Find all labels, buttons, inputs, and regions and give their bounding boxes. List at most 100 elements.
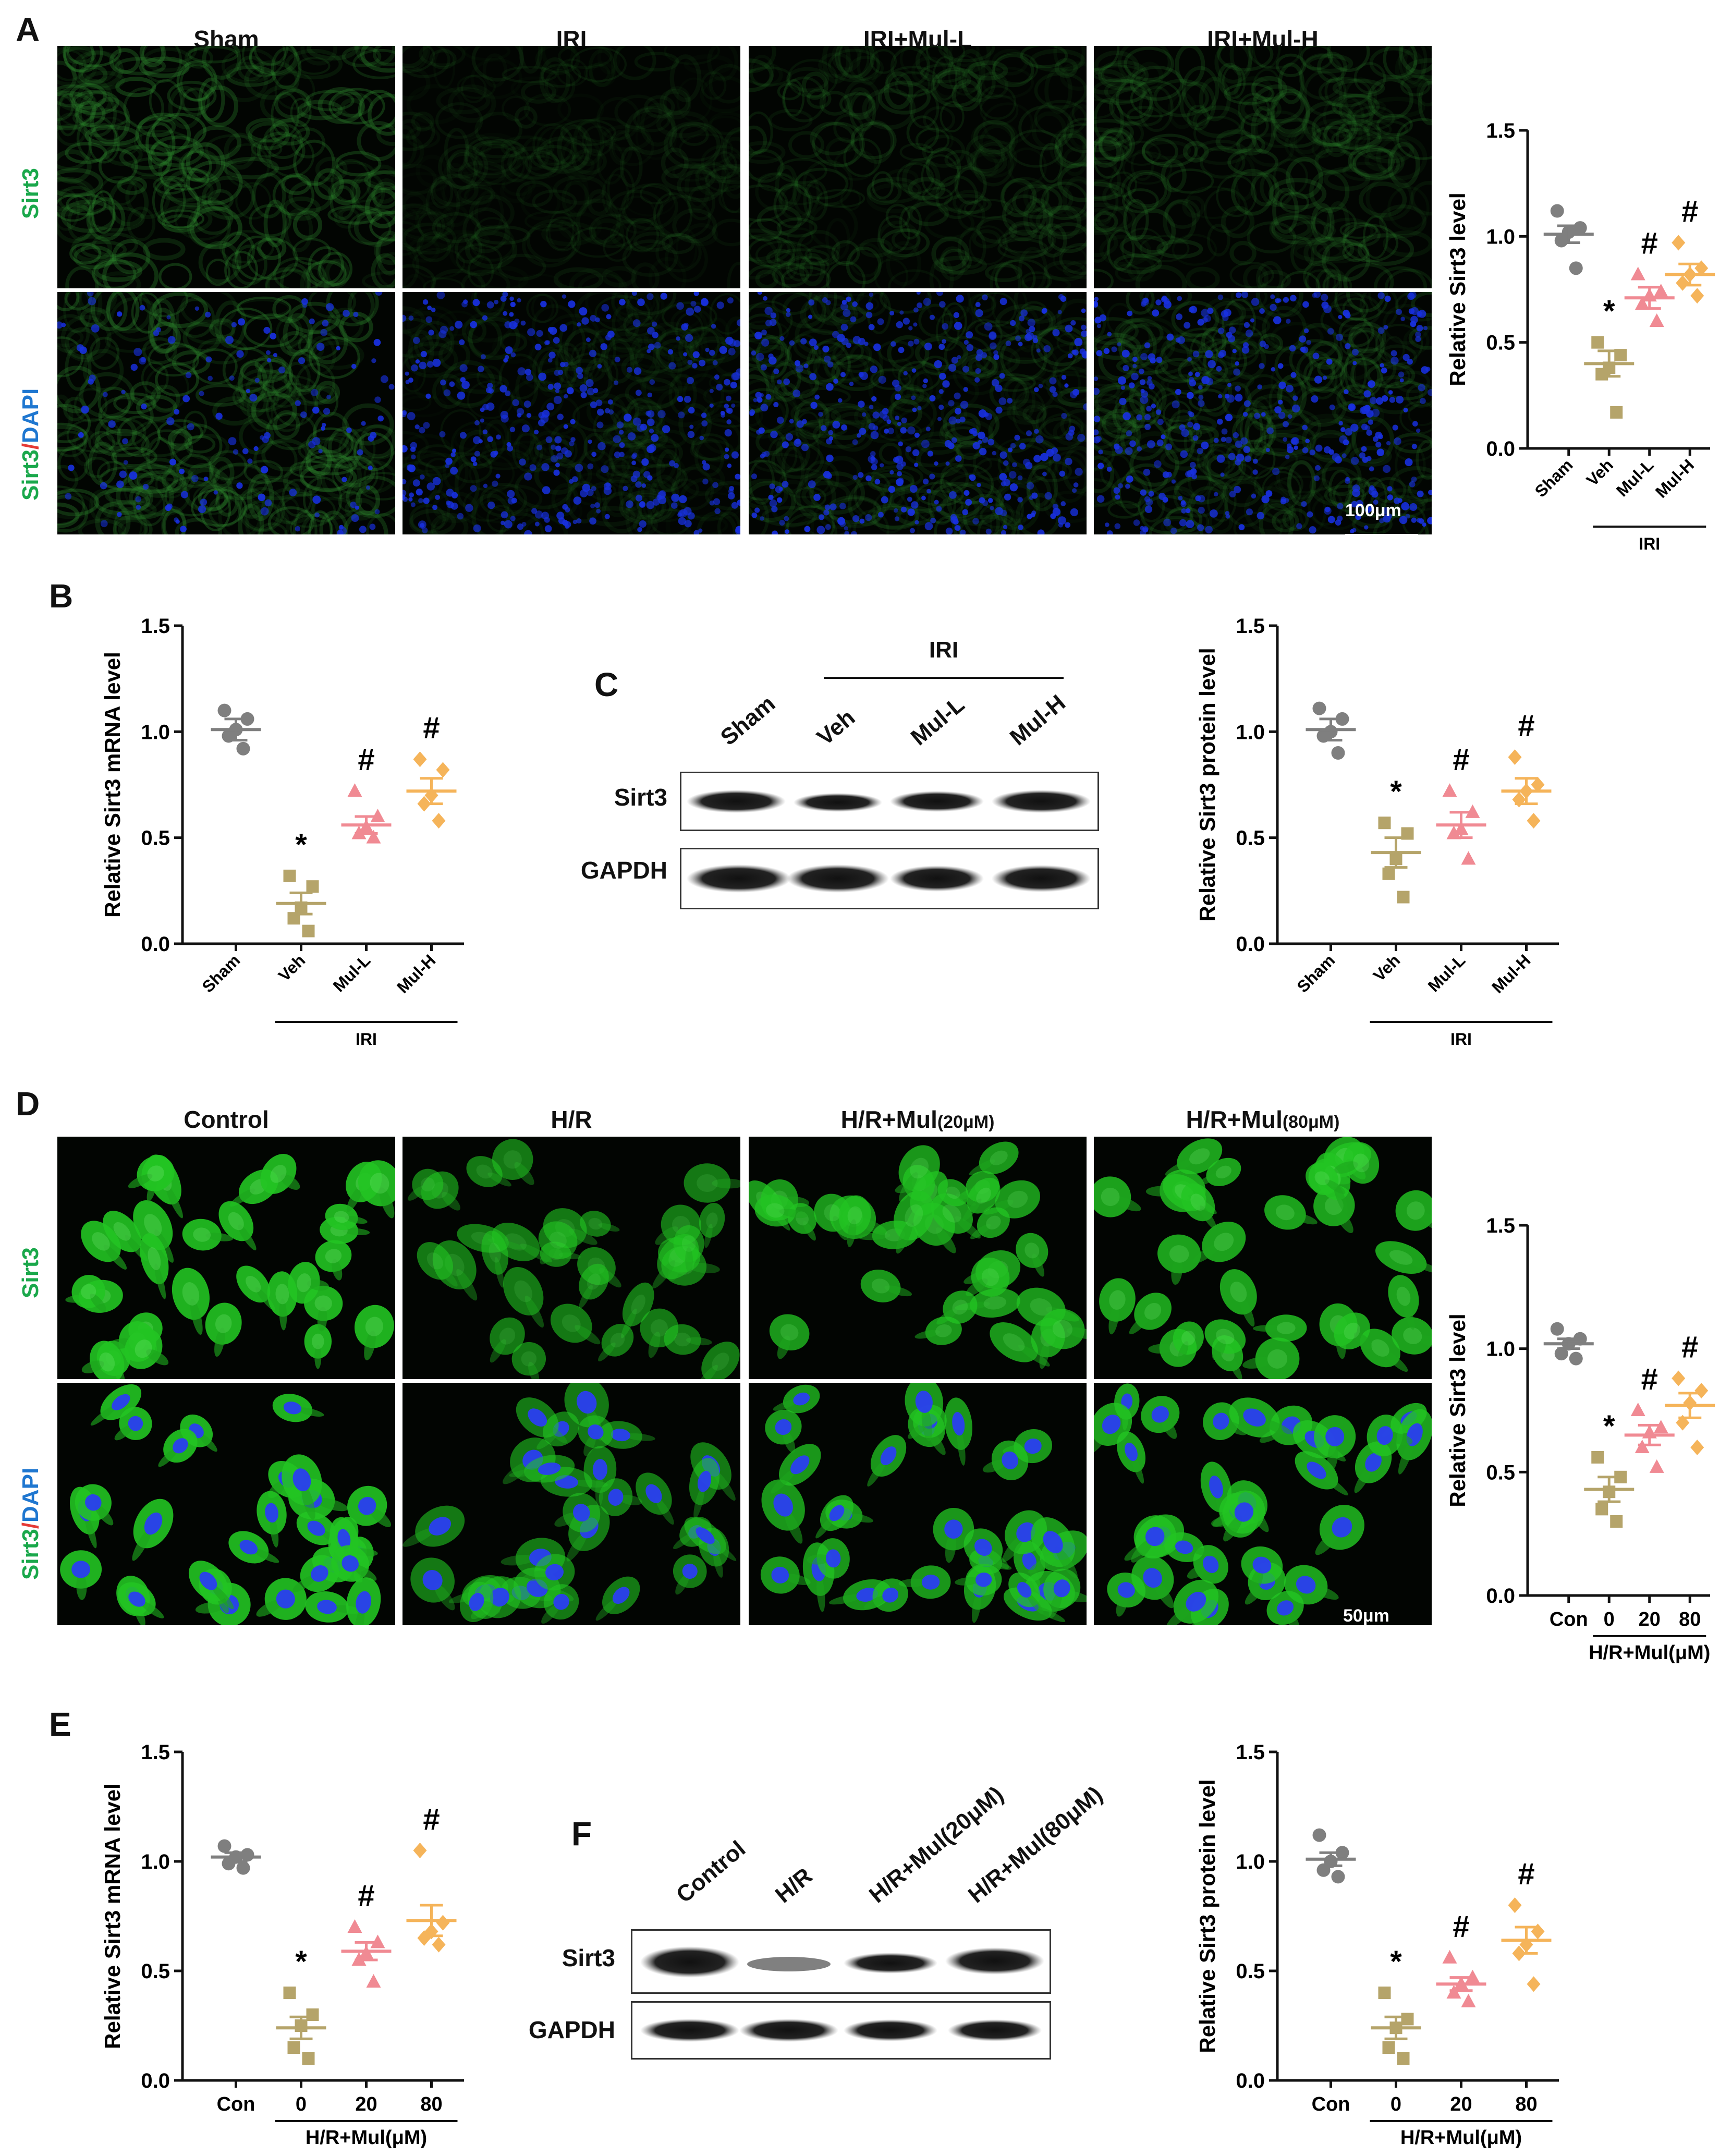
- data-point: [1649, 313, 1664, 327]
- data-point: [1690, 288, 1704, 304]
- data-point: [432, 813, 446, 829]
- panelA-micrograph-r1-c2: [402, 46, 740, 288]
- x-tick-label: Sham: [1293, 951, 1338, 996]
- y-tick-label: 0.0: [141, 2069, 170, 2092]
- data-point: [1397, 891, 1410, 904]
- panelF-row-sirt3: Sirt3: [562, 1944, 615, 1971]
- group-label: IRI: [356, 1030, 377, 1049]
- data-point: [1531, 1923, 1545, 1940]
- panelA-micrograph-r2-c1: [57, 292, 395, 534]
- panelA-row-label-merge: Sirt3/DAPI: [18, 388, 43, 501]
- panelD-scale-bar: 50μm: [1343, 1606, 1409, 1642]
- panelE-dot-plot: 0.0 0.5 1.0 1.5 Relative Sirt3 mRNA level Con…: [100, 1741, 464, 2149]
- data-point: [1382, 867, 1395, 880]
- data-point: [1508, 749, 1522, 765]
- y-tick-label: 1.0: [1236, 721, 1265, 744]
- data-point: [222, 1857, 236, 1871]
- data-point: [1653, 1420, 1668, 1434]
- data-point: [347, 783, 362, 797]
- data-point: [1401, 2013, 1414, 2026]
- y-tick-label: 1.0: [141, 1850, 170, 1873]
- panelA-row-label-sirt3: Sirt3: [18, 168, 43, 219]
- group-label: IRI: [1639, 534, 1660, 553]
- panelF-dot-plot: 0.0 0.5 1.0 1.5 Relative Sirt3 protein level…: [1195, 1741, 1559, 2149]
- panelC-row-gapdh: GAPDH: [580, 857, 667, 884]
- data-point: [1527, 813, 1541, 829]
- data-point: [1382, 2041, 1395, 2054]
- panelA-micrograph-r2-c4: [1094, 292, 1432, 534]
- significance-mark: #: [1453, 743, 1469, 777]
- significance-mark: *: [1603, 295, 1615, 328]
- y-tick-label: 0.5: [141, 827, 170, 850]
- x-tick-label: Con: [1312, 2093, 1350, 2115]
- panelD-col-hr: H/R: [551, 1106, 592, 1133]
- data-point: [1554, 234, 1568, 248]
- x-tick-label: 80: [1515, 2093, 1537, 2115]
- panel-letter-b: B: [49, 577, 74, 615]
- data-point: [366, 830, 381, 844]
- y-tick-label: 0.5: [1486, 1461, 1515, 1484]
- y-tick-label: 0.0: [1486, 437, 1515, 460]
- data-point: [1397, 2052, 1410, 2065]
- panel-letter-e: E: [49, 1706, 71, 1743]
- x-tick-label: 0: [1604, 1609, 1615, 1630]
- band: [687, 864, 791, 893]
- data-point: [1635, 296, 1650, 310]
- x-tick-label: Mul-H: [393, 951, 439, 996]
- band: [890, 791, 984, 812]
- data-point: [1446, 825, 1461, 839]
- x-tick-label: Veh: [275, 951, 309, 985]
- data-point: [1378, 1987, 1391, 1999]
- data-point: [413, 1843, 427, 1858]
- significance-mark: #: [358, 1879, 374, 1913]
- data-point: [1569, 261, 1583, 275]
- significance-mark: *: [1603, 1409, 1615, 1443]
- band: [992, 865, 1091, 892]
- y-tick-label: 0.0: [1236, 2069, 1265, 2092]
- band: [687, 790, 786, 813]
- panelC-row-sirt3: Sirt3: [614, 784, 667, 811]
- data-point: [1550, 1322, 1564, 1336]
- data-point: [1630, 266, 1645, 281]
- panel-letter-d: D: [16, 1085, 40, 1123]
- y-tick-label: 0.0: [141, 933, 170, 956]
- x-tick-label: Sham: [1531, 455, 1577, 501]
- data-point: [236, 741, 250, 756]
- y-tick-label: 1.0: [1486, 225, 1515, 248]
- data-point: [1690, 1440, 1704, 1455]
- group-label: IRI: [1450, 1030, 1472, 1049]
- panelC-group-line: [824, 677, 1064, 679]
- panel-letter-c: C: [594, 666, 619, 703]
- panel-letter-a: A: [16, 11, 40, 48]
- panelF-lane-hr: H/R: [770, 1862, 818, 1908]
- panelA-micrograph-r1-c3: [749, 46, 1087, 288]
- data-point: [1610, 1515, 1623, 1528]
- data-point: [1694, 1383, 1709, 1399]
- panelF-blot-sirt3-bands: [640, 1946, 1044, 1978]
- data-point: [236, 1861, 250, 1875]
- significance-mark: #: [1453, 1910, 1469, 1944]
- panelD-micrograph-r2-c3: [749, 1383, 1087, 1625]
- data-point: [413, 751, 427, 768]
- data-point: [302, 924, 315, 937]
- significance-mark: #: [1641, 1362, 1658, 1396]
- data-point: [1461, 1993, 1476, 2007]
- panelC-lane-mul-h: Mul-H: [1005, 690, 1070, 751]
- panelD-dot-plot: 0.0 0.5 1.0 1.5 Relative Sirt3 level Con 0 20 80…: [1445, 1214, 1715, 1664]
- x-tick-label: Con: [217, 2093, 255, 2115]
- significance-mark: #: [423, 1802, 440, 1836]
- significance-mark: *: [1390, 775, 1402, 809]
- panelD-micrograph-r1-c3: [749, 1137, 1087, 1379]
- panelC-group-label: IRI: [929, 637, 959, 663]
- band: [640, 2019, 739, 2042]
- panelB-dot-plot: 0.0 0.5 1.0 1.5 Relative Sirt3 mRNA level Sha…: [100, 615, 464, 1049]
- significance-mark: #: [358, 743, 374, 777]
- data-point: [1312, 701, 1326, 715]
- data-point: [366, 1974, 381, 1988]
- x-tick-label: Mul-L: [330, 951, 374, 995]
- data-point: [1550, 204, 1564, 218]
- y-axis-label: Relative Sirt3 mRNA level: [100, 652, 125, 918]
- panelC-lane-veh: Veh: [812, 704, 860, 751]
- y-tick-label: 0.0: [1486, 1585, 1515, 1607]
